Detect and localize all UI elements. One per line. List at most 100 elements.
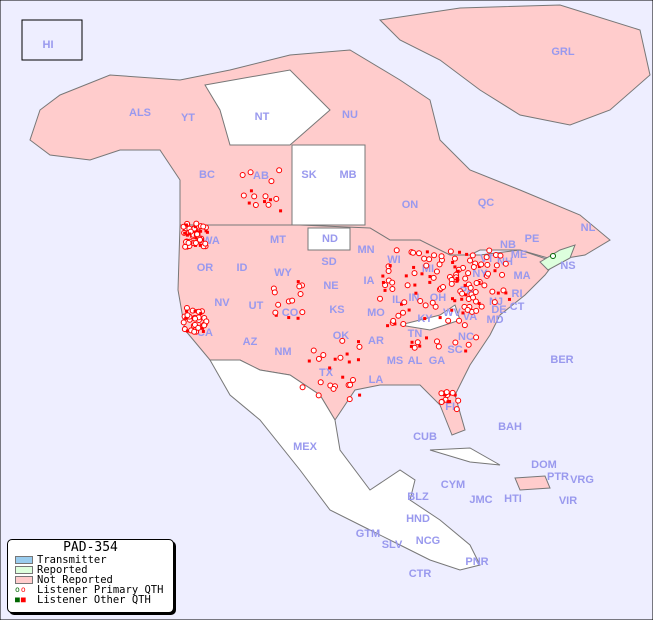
listener-primary-marker xyxy=(497,252,504,259)
listener-primary-marker xyxy=(247,169,254,176)
listener-other-marker xyxy=(409,344,413,348)
listener-primary-marker xyxy=(268,178,275,185)
region-label-al: AL xyxy=(408,355,423,367)
region-label-pnr: PNR xyxy=(465,556,488,568)
listener-primary-marker xyxy=(356,343,363,350)
listener-other-marker xyxy=(184,316,188,320)
region-label-blz: BLZ xyxy=(407,491,429,503)
listener-primary-marker xyxy=(465,341,472,348)
listener-other-marker xyxy=(341,375,345,379)
region-label-mex: MEX xyxy=(293,441,318,453)
listener-primary-marker xyxy=(440,284,447,291)
hawaii-inset xyxy=(21,19,83,61)
region-label-on: ON xyxy=(402,199,419,211)
listener-primary-marker xyxy=(411,344,418,351)
legend-label: Transmitter xyxy=(37,554,107,566)
listener-other-marker xyxy=(464,293,468,297)
listener-other-marker xyxy=(464,349,468,353)
listener-primary-marker xyxy=(473,279,480,286)
listener-primary-marker xyxy=(251,193,258,200)
region-label-vir: VIR xyxy=(559,495,577,507)
listener-primary-marker xyxy=(465,270,472,277)
listener-other-marker xyxy=(386,324,390,328)
region-label-dom: DOM xyxy=(531,459,557,471)
region-label-me: ME xyxy=(511,249,528,261)
region-label-ns: NS xyxy=(560,260,575,272)
listener-other-marker xyxy=(423,317,427,321)
listener-other-marker xyxy=(184,223,188,227)
listener-other-marker xyxy=(461,311,465,315)
listener-primary-marker xyxy=(489,288,496,295)
region-label-cub: CUB xyxy=(413,431,437,443)
listener-other-marker xyxy=(194,236,198,240)
nova-scotia xyxy=(539,244,576,271)
region-label-nl: NL xyxy=(581,222,596,234)
listener-other-marker xyxy=(247,201,251,205)
listener-primary-marker xyxy=(339,337,346,344)
legend-label: Listener Other QTH xyxy=(37,594,151,606)
listener-primary-marker xyxy=(493,262,500,269)
listener-other-marker xyxy=(347,360,351,364)
region-label-ca: CA xyxy=(197,327,213,339)
region-label-mt: MT xyxy=(270,234,286,246)
listener-other-marker xyxy=(263,200,267,204)
legend-label: Not Reported xyxy=(37,574,113,586)
legend-item-transmitter: Transmitter xyxy=(8,555,173,565)
listener-primary-marker xyxy=(491,299,498,306)
listener-primary-marker xyxy=(438,253,445,260)
square-marker-icon: ■■ xyxy=(15,595,27,604)
listener-primary-marker xyxy=(296,283,303,290)
listener-other-marker xyxy=(425,250,429,254)
listener-other-marker xyxy=(193,225,197,229)
listener-other-marker xyxy=(428,280,432,284)
listener-other-marker xyxy=(460,297,464,301)
listener-primary-marker xyxy=(385,268,392,275)
listener-primary-marker xyxy=(469,252,476,259)
region-label-hnd: HND xyxy=(406,513,430,525)
region-label-wy: WY xyxy=(274,267,292,279)
listener-other-marker xyxy=(287,316,291,320)
region-label-in: IN xyxy=(409,292,420,304)
listener-primary-marker xyxy=(201,322,208,329)
region-label-nd: ND xyxy=(322,233,338,245)
listener-other-marker xyxy=(496,291,500,295)
region-label-qc: QC xyxy=(478,197,495,209)
region-label-ri: RI xyxy=(512,288,523,300)
region-label-bah: BAH xyxy=(498,421,522,433)
listener-primary-marker xyxy=(289,297,296,304)
listener-other-marker xyxy=(193,309,197,313)
region-label-mn: MN xyxy=(357,244,374,256)
listener-primary-marker xyxy=(431,252,438,259)
listener-primary-marker xyxy=(192,315,199,322)
listener-primary-marker xyxy=(429,299,436,306)
listener-primary-marker xyxy=(185,239,192,246)
listener-other-marker xyxy=(333,357,337,361)
listener-other-marker xyxy=(328,366,332,370)
listener-other-marker xyxy=(381,274,385,278)
listener-primary-marker xyxy=(276,167,283,174)
region-label-ok: OK xyxy=(333,330,350,342)
region-label-wv: WV xyxy=(443,307,461,319)
listener-other-marker xyxy=(414,291,418,295)
listener-other-marker xyxy=(420,272,424,276)
listener-other-marker xyxy=(279,209,283,213)
region-label-ncg: NCG xyxy=(416,535,440,547)
listener-other-marker xyxy=(269,198,273,202)
listener-other-marker xyxy=(465,252,469,256)
listener-other-marker xyxy=(438,316,442,320)
listener-primary-marker xyxy=(461,322,468,329)
listener-other-marker xyxy=(296,280,300,284)
listener-other-marker xyxy=(381,280,385,284)
listener-primary-marker xyxy=(435,343,442,350)
listener-primary-marker xyxy=(265,201,272,208)
region-label-ne: NE xyxy=(323,280,338,292)
listener-primary-marker xyxy=(433,268,440,275)
listener-primary-marker xyxy=(272,309,279,316)
listener-primary-marker xyxy=(472,298,479,305)
region-label-ar: AR xyxy=(368,335,384,347)
listener-other-marker xyxy=(356,358,360,362)
listener-other-marker xyxy=(185,233,189,237)
listener-primary-marker xyxy=(421,255,428,262)
listener-primary-marker xyxy=(451,255,458,262)
nd xyxy=(307,227,351,251)
